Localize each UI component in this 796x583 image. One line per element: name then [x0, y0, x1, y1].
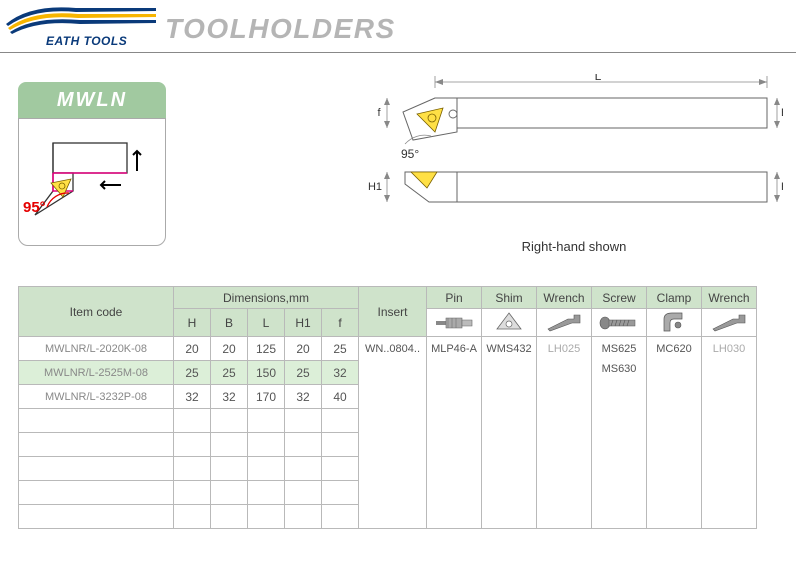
wrench-icon: [544, 313, 584, 333]
th-L: L: [248, 309, 285, 337]
clamp-icon: [658, 311, 690, 335]
cell-B: 32: [211, 385, 248, 409]
clamp-icon-cell: [647, 309, 702, 337]
cell-H: 20: [174, 337, 211, 361]
th-B: B: [211, 309, 248, 337]
table-row: MWLNR/L-2020K-08 20 20 125 20 25 WN..080…: [19, 337, 757, 361]
th-H1: H1: [285, 309, 322, 337]
th-shim: Shim: [482, 287, 537, 309]
type-sketch-frame: 95°: [18, 118, 166, 246]
cell-H1: 32: [285, 385, 322, 409]
technical-diagram-svg: L f 95° B H1 H: [365, 74, 783, 239]
cell-code: MWLNR/L-3232P-08: [19, 385, 174, 409]
cell-H1: 25: [285, 361, 322, 385]
logo-text: EATH TOOLS: [46, 34, 127, 48]
cell-f: 40: [322, 385, 359, 409]
th-clamp: Clamp: [647, 287, 702, 309]
dim-f-label: f: [377, 107, 381, 119]
cell-pin: MLP46-A: [427, 337, 482, 529]
dim-H-label: H: [781, 181, 783, 193]
cell-B: 25: [211, 361, 248, 385]
technical-diagram: L f 95° B H1 H Right-hand sh: [365, 74, 783, 254]
dim-L-label: L: [595, 74, 602, 83]
cell-L: 170: [248, 385, 285, 409]
shim-icon-cell: [482, 309, 537, 337]
pin-icon-cell: [427, 309, 482, 337]
cell-L: 125: [248, 337, 285, 361]
dim-angle-label: 95°: [401, 147, 419, 161]
screw-icon: [597, 313, 641, 333]
cell-f: 25: [322, 337, 359, 361]
cell-clamp: MC620: [647, 337, 702, 529]
th-insert: Insert: [359, 287, 427, 337]
screw-icon-cell: [592, 309, 647, 337]
th-screw: Screw: [592, 287, 647, 309]
cell-L: 150: [248, 361, 285, 385]
type-code-tab: MWLN: [18, 82, 166, 118]
th-dimensions: Dimensions,mm: [174, 287, 359, 309]
dim-H1-label: H1: [368, 181, 382, 193]
th-pin: Pin: [427, 287, 482, 309]
cell-H: 32: [174, 385, 211, 409]
cell-screw: MS625 MS630: [592, 337, 647, 529]
wrench-icon: [709, 313, 749, 333]
th-H: H: [174, 309, 211, 337]
th-f: f: [322, 309, 359, 337]
cell-screw-2: MS630: [592, 363, 646, 375]
diagram-caption: Right-hand shown: [365, 239, 783, 254]
shim-icon: [495, 311, 523, 335]
cell-code: MWLNR/L-2525M-08: [19, 361, 174, 385]
cell-B: 20: [211, 337, 248, 361]
type-sketch-icon: [29, 129, 157, 239]
type-angle-label: 95°: [23, 199, 46, 216]
cell-screw-1: MS625: [592, 343, 646, 355]
wrench1-icon-cell: [537, 309, 592, 337]
cell-wrench1: LH025: [537, 337, 592, 529]
cell-H: 25: [174, 361, 211, 385]
cell-H1: 20: [285, 337, 322, 361]
cell-insert: WN..0804..: [359, 337, 427, 529]
spec-table: Item code Dimensions,mm Insert Pin Shim …: [18, 286, 757, 529]
cell-code: MWLNR/L-2020K-08: [19, 337, 174, 361]
type-badge-group: MWLN 95°: [18, 82, 166, 246]
th-wrench2: Wrench: [702, 287, 757, 309]
page-header: EATH TOOLS TOOLHOLDERS: [0, 0, 396, 58]
dim-B-label: B: [781, 107, 783, 119]
brand-logo: EATH TOOLS: [6, 4, 161, 54]
th-item-code: Item code: [19, 287, 174, 337]
th-wrench1: Wrench: [537, 287, 592, 309]
cell-f: 32: [322, 361, 359, 385]
header-divider: [0, 52, 796, 53]
pin-icon: [432, 313, 476, 333]
cell-shim: WMS432: [482, 337, 537, 529]
page-title: TOOLHOLDERS: [165, 13, 396, 45]
cell-wrench2: LH030: [702, 337, 757, 529]
wrench2-icon-cell: [702, 309, 757, 337]
